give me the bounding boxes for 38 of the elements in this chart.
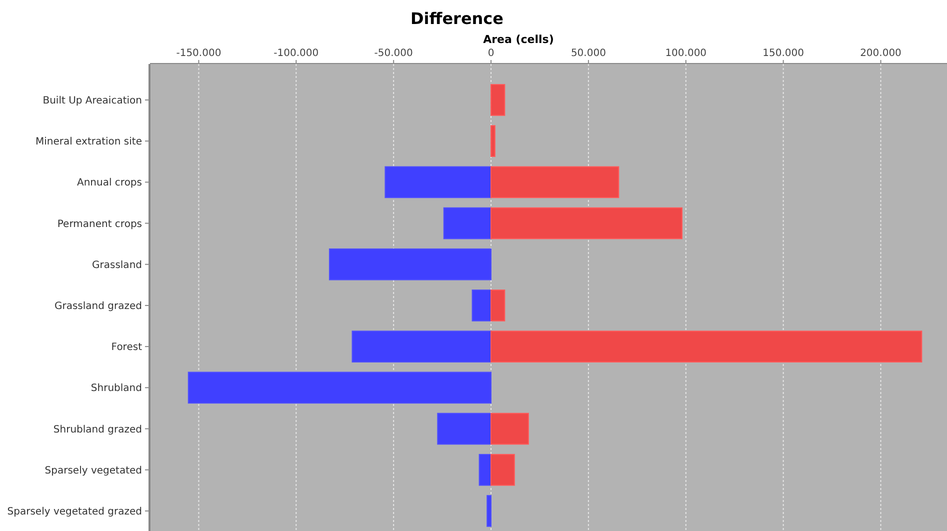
y-tick-label: Shrubland grazed xyxy=(53,424,142,436)
y-tick-label: Mineral extration site xyxy=(35,136,142,148)
bar xyxy=(384,166,492,198)
y-tick-label: Built Up Areaication xyxy=(42,95,142,106)
y-tick-label: Grassland xyxy=(92,260,142,271)
y-tick-label: Sparsely vegetated xyxy=(44,465,142,476)
bar xyxy=(478,454,492,486)
x-tick-label: -50.000 xyxy=(374,48,413,59)
y-tick-label: Annual crops xyxy=(76,178,142,189)
x-tick-label: 150.000 xyxy=(762,48,804,59)
bar xyxy=(328,248,492,280)
bar xyxy=(352,330,492,362)
chart-title: Difference xyxy=(410,9,504,28)
bar xyxy=(490,125,496,157)
y-tick-label: Permanent crops xyxy=(57,218,142,230)
x-axis-title: Area (cells) xyxy=(483,33,554,46)
bar xyxy=(490,290,506,322)
x-tick-label: 50.000 xyxy=(570,48,606,59)
x-tick-label: 200.000 xyxy=(860,48,902,59)
x-tick-label: -100.000 xyxy=(274,48,319,59)
bar xyxy=(490,207,682,240)
bar xyxy=(443,207,492,240)
x-tick-label: 0 xyxy=(488,48,494,59)
bar xyxy=(486,495,492,527)
x-tick-label: 100.000 xyxy=(665,48,707,59)
y-tick-label: Grassland grazed xyxy=(54,300,142,312)
y-tick-label: Sparsely vegetated grazed xyxy=(7,506,142,518)
bar xyxy=(490,330,922,362)
bar xyxy=(490,454,515,486)
bar xyxy=(490,166,620,198)
y-tick-label: Forest xyxy=(111,342,142,354)
bar xyxy=(490,84,506,116)
bar xyxy=(437,412,492,445)
bar xyxy=(472,290,492,322)
x-tick-label: -150.000 xyxy=(176,48,222,59)
bar xyxy=(490,412,529,445)
y-tick-label: Shrubland xyxy=(90,383,142,394)
bar xyxy=(188,372,492,404)
